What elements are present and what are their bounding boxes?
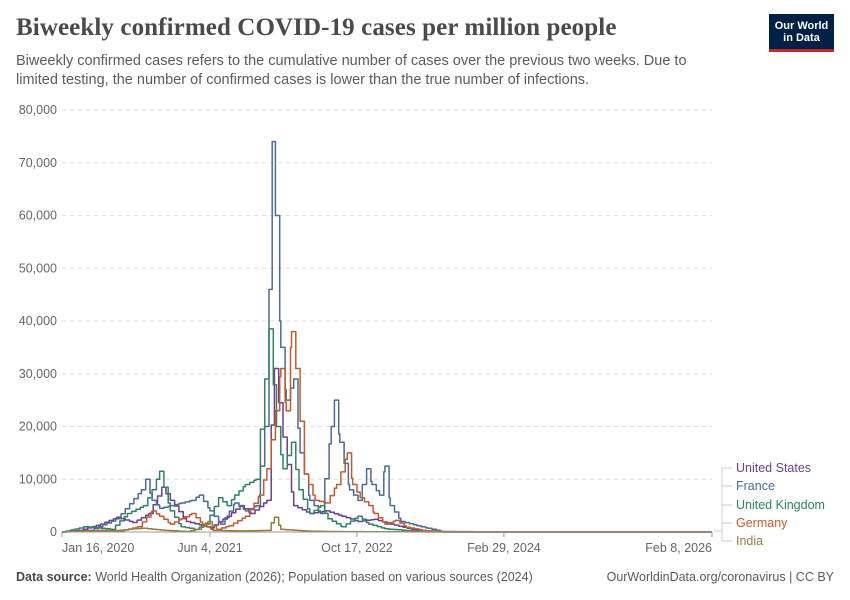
source-label: Data source: bbox=[16, 570, 92, 584]
x-tick-label: Oct 17, 2022 bbox=[321, 541, 393, 555]
x-tick-label: Jun 4, 2021 bbox=[177, 541, 242, 555]
legend-connector bbox=[714, 504, 732, 532]
source-text: World Health Organization (2026); Popula… bbox=[95, 570, 533, 584]
y-tick-label: 0 bbox=[50, 525, 57, 539]
series-line-germany[interactable] bbox=[62, 330, 712, 533]
y-tick-label: 20,000 bbox=[19, 420, 57, 434]
footer-attribution[interactable]: OurWorldinData.org/coronavirus | CC BY bbox=[606, 570, 834, 584]
y-tick-label: 50,000 bbox=[19, 261, 57, 275]
legend-entry-france[interactable]: France bbox=[736, 479, 775, 493]
legend-entry-united-states[interactable]: United States bbox=[736, 461, 811, 475]
footer-source: Data source: World Health Organization (… bbox=[16, 570, 533, 584]
chart-subtitle: Biweekly confirmed cases refers to the c… bbox=[16, 53, 687, 88]
y-tick-label: 10,000 bbox=[19, 472, 57, 486]
logo-line-1: Our World bbox=[774, 19, 829, 32]
x-tick-label: Feb 29, 2024 bbox=[467, 541, 541, 555]
x-tick-label: Jan 16, 2020 bbox=[62, 541, 134, 555]
y-tick-label: 70,000 bbox=[19, 156, 57, 170]
y-tick-label: 30,000 bbox=[19, 367, 57, 381]
owid-logo[interactable]: Our World in Data bbox=[769, 14, 834, 52]
y-tick-label: 80,000 bbox=[19, 103, 57, 117]
axis-layer: 0 10,000 20,000 30,000 40,000 50,000 60,000 70,… bbox=[19, 103, 713, 555]
x-tick-label: Feb 8, 2026 bbox=[645, 541, 712, 555]
legend-entry-germany[interactable]: Germany bbox=[736, 516, 788, 530]
series-layer bbox=[62, 140, 712, 533]
legend-connector bbox=[714, 522, 732, 532]
y-tick-label: 40,000 bbox=[19, 314, 57, 328]
chart-title: Biweekly confirmed COVID-19 cases per mi… bbox=[16, 14, 617, 41]
grid-layer bbox=[62, 109, 712, 480]
legend: United States France United Kingdom Germany… bbox=[714, 461, 825, 548]
series-line-united-kingdom[interactable] bbox=[62, 328, 712, 533]
legend-connector bbox=[714, 485, 732, 532]
legend-connector bbox=[714, 467, 732, 532]
legend-entry-india[interactable]: India bbox=[736, 534, 763, 548]
legend-entry-united-kingdom[interactable]: United Kingdom bbox=[736, 498, 825, 512]
logo-line-2: in Data bbox=[783, 31, 820, 44]
y-tick-label: 60,000 bbox=[19, 209, 57, 223]
legend-connector bbox=[714, 530, 732, 542]
